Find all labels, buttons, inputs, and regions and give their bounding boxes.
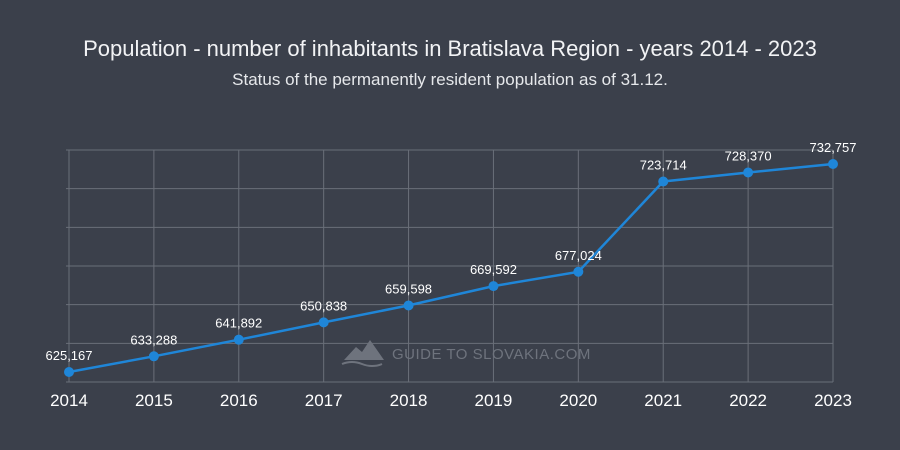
x-axis-tick-labels: 2014 2015 2016 2017 2018 2019 2020 2021 2022 2023 (50, 391, 852, 410)
data-point (233, 334, 244, 345)
x-tick-label: 2017 (305, 391, 343, 410)
x-tick-label: 2016 (220, 391, 258, 410)
horizontal-gridlines (66, 149, 833, 383)
data-label: 669,592 (470, 262, 517, 277)
x-tick-label: 2020 (559, 391, 597, 410)
x-tick-label: 2014 (50, 391, 88, 410)
data-label: 723,714 (640, 157, 687, 172)
chart-subtitle: Status of the permanently resident popul… (232, 70, 668, 89)
watermark-text: GUIDE TO SLOVAKIA.COM (392, 346, 591, 363)
data-point (64, 367, 74, 378)
data-point (658, 176, 669, 187)
vertical-gridlines (68, 150, 834, 382)
watermark: GUIDE TO SLOVAKIA.COM (341, 340, 591, 367)
series-line (68, 162, 834, 374)
data-label: 677,024 (555, 248, 602, 263)
data-point (148, 351, 159, 362)
data-label: 650,838 (300, 298, 347, 313)
x-tick-label: 2015 (135, 391, 173, 410)
data-label: 728,370 (725, 148, 772, 163)
data-label: 633,288 (130, 332, 177, 347)
data-point (828, 159, 838, 170)
x-tick-label: 2022 (729, 391, 767, 410)
chart-title: Population - number of inhabitants in Br… (83, 36, 817, 61)
data-label: 659,598 (385, 281, 432, 296)
x-tick-label: 2021 (644, 391, 682, 410)
data-label: 641,892 (215, 316, 262, 331)
data-point (403, 300, 414, 311)
x-tick-label: 2023 (814, 391, 852, 410)
data-label: 732,757 (810, 140, 857, 155)
x-tick-label: 2018 (390, 391, 428, 410)
x-tick-label: 2019 (475, 391, 513, 410)
data-point (743, 167, 754, 178)
data-point (573, 266, 584, 277)
mountain-icon (341, 340, 384, 367)
data-point (488, 281, 499, 292)
data-label: 625,167 (46, 348, 93, 363)
data-points (64, 159, 838, 378)
data-point (318, 317, 329, 328)
data-labels: 625,167 633,288 641,892 650,838 659,598 669,5… (46, 140, 857, 363)
